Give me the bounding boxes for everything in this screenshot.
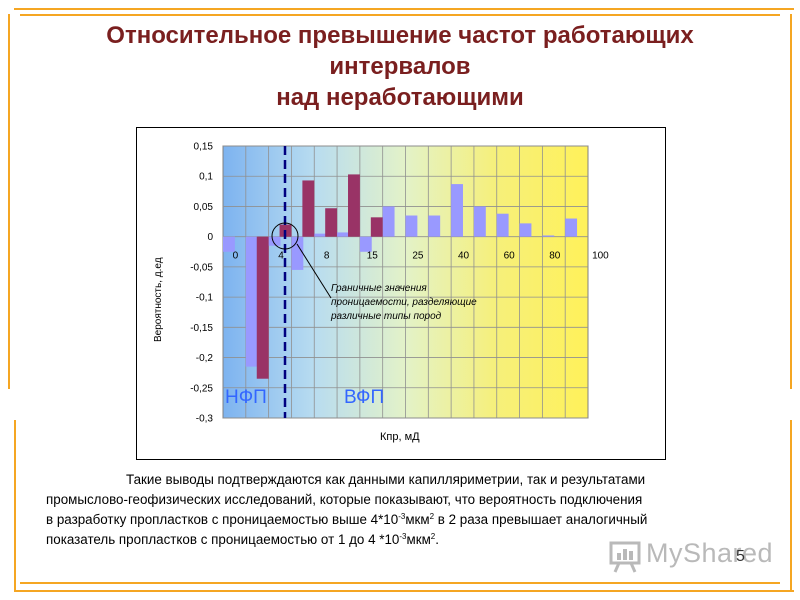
annotation-pointer [296,243,332,299]
right-orange-line [790,14,792,389]
body-line-2: промыслово-геофизических исследований, к… [46,492,643,507]
y-tick-label: -0,15 [190,323,213,334]
page-number: 5 [736,548,745,565]
y-axis-label: Вероятность, д.ед [153,257,164,342]
body-line-3-unit: мкм [405,512,430,527]
y-tick-label: -0,25 [190,383,213,394]
body-line-3-sup-1: -3 [398,512,406,521]
x-tick-label: 60 [504,251,516,262]
bar [405,215,418,237]
slide-title-line-2: интервалов [329,53,471,80]
bar-chart: 0,150,10,050-0,05-0,1-0,15-0,2-0,25-0,3 … [153,142,610,444]
y-tick-label: -0,05 [190,262,213,273]
bar [302,180,315,237]
watermark-logo: MyShared [606,536,773,576]
x-tick-label: 15 [367,251,379,262]
bar [542,235,555,237]
x-ticks: 0 4 8 15 25 40 60 80 100 [233,251,610,262]
x-tick-label: 25 [412,251,424,262]
body-line-3-pre: в разработку пропластков с проницаемость… [46,512,399,527]
body-paragraph: Такие выводы подтверждаются как данными … [46,470,766,550]
bar [496,213,509,237]
top-orange-line-2 [20,14,780,16]
bar [223,236,235,252]
body-line-4-unit: мкм [406,532,431,547]
bar [451,184,463,237]
body-line-1: Такие выводы подтверждаются как данными … [126,472,646,487]
x-tick-label: 8 [324,251,330,262]
y-tick-label: 0 [207,232,213,243]
body-line-3: в разработку пропластков с проницаемость… [46,510,766,530]
body-line-3-sup-2: 2 [429,512,435,521]
boundary-marker-circle [271,222,299,250]
y-tick-label: -0,2 [196,353,214,364]
bars [223,174,578,379]
bar [245,236,258,367]
body-line-4-sup-2: 2 [430,532,436,541]
y-tick-label: -0,3 [196,414,214,425]
bar [256,236,269,379]
bar [428,215,441,237]
bar [325,208,338,237]
zone-label-nfp: НФП [225,387,267,408]
bottom-orange-line [20,582,780,584]
y-ticks: 0,15 0,1 0,05 0 -0,05 -0,1 -0,15 -0,2 -0,25 -0,3 [190,142,213,425]
bar [337,232,349,237]
bar [473,206,486,237]
body-line-4-pre: показатель пропластков с проницаемостью … [46,532,400,547]
left-orange-line-bottom [14,420,16,590]
y-tick-label: -0,1 [196,293,214,304]
x-axis-label: Кпр, мД [380,431,420,443]
slide-title-line-3: над неработающими [276,84,524,111]
body-line-4: показатель пропластков с проницаемостью … [46,530,766,550]
bar [519,223,532,237]
x-tick-label: 0 [233,251,239,262]
annotation-line-3: различные типы пород [330,311,442,322]
annotation-line-2: проницаемости, разделяющие [331,297,477,308]
logo-text: MyShared [646,538,774,568]
presentation-icon [609,541,641,573]
slide-title: Относительное превышение частот работающ… [0,20,800,113]
body-line-3-post: в 2 раза превышает аналогичный [434,512,648,527]
bar [382,206,395,237]
top-orange-line [14,8,794,10]
x-tick-label: 4 [278,251,284,262]
bar [565,218,578,237]
bar [348,174,360,237]
body-line-4-sup-1: -3 [399,532,407,541]
x-tick-label: 80 [549,251,561,262]
zone-label-vfp: ВФП [344,387,384,408]
left-orange-line [8,14,10,389]
x-tick-label: 40 [458,251,470,262]
body-line-4-post: . [435,532,439,547]
y-tick-label: 0,05 [194,202,214,213]
chart-frame: 0,15 0,1 0,05 0 -0,05 -0,1 -0,15 -0,2 -0,25 -0,3 … [136,127,666,460]
y-tick-label: 0,15 [194,142,214,153]
annotation-line-1: Граничные значения [331,283,427,294]
bottom-orange-line-2 [14,590,794,592]
y-tick-label: 0,1 [199,172,213,183]
bar [359,236,372,252]
slide-title-line-1: Относительное превышение частот работающ… [106,22,694,49]
bar [314,233,327,237]
right-orange-line-bottom [790,420,792,590]
x-tick-label: 100 [592,251,609,262]
bar [268,236,281,246]
bar [291,236,304,270]
bar [370,217,383,237]
